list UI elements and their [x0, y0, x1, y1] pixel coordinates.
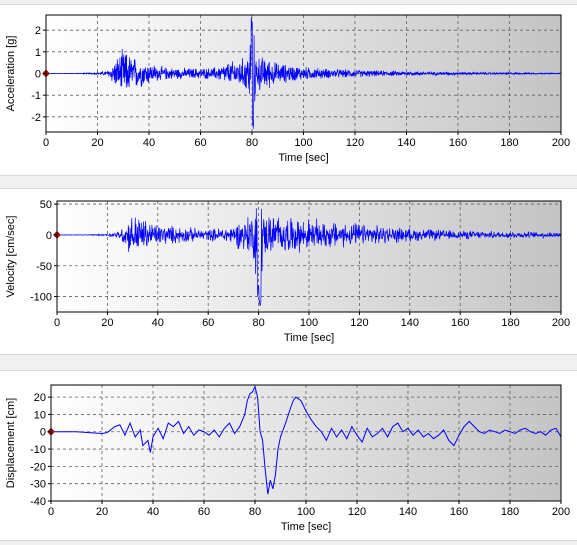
y-tick-label: -100 [30, 292, 52, 304]
displacement-panel: 0 20 40 60 80 100 120 140 160 180 200 -40 -30 -20 -10 0… [0, 370, 577, 541]
x-tick-label: 140 [401, 317, 419, 329]
y-tick-label: 50 [40, 199, 52, 211]
x-tick-label: 40 [143, 137, 155, 149]
velocity-chart[interactable]: 0 20 40 60 80 100 120 140 160 180 200 -100 -50 0 50 Tim… [0, 189, 577, 354]
x-tick-label: 180 [500, 137, 518, 149]
x-tick-label: 80 [252, 317, 264, 329]
x-tick-label: 20 [96, 506, 108, 518]
y-tick-label: -40 [30, 496, 46, 508]
grid [57, 201, 561, 312]
y-axis-label: Displacement [cm] [5, 398, 17, 488]
x-tick-label: 200 [552, 317, 570, 329]
panel-separator [0, 176, 577, 186]
x-tick-label: 200 [552, 506, 570, 518]
y-tick-label: -1 [31, 90, 41, 102]
y-tick-label: -2 [31, 112, 41, 124]
acceleration-series-line [46, 17, 561, 129]
acceleration-panel: 0 20 40 60 80 100 120 140 160 180 200 -2 -1 0 1 2 Time [… [0, 4, 577, 176]
velocity-series-line [57, 208, 561, 307]
y-tick-label: 0 [35, 69, 41, 81]
y-tick-label: -30 [30, 479, 46, 491]
panel-separator [0, 355, 577, 367]
y-tick-label: -20 [30, 461, 46, 473]
x-tick-label: 100 [300, 317, 318, 329]
y-tick-label: -50 [36, 261, 52, 273]
y-axis-label: Acceleration [g] [5, 36, 17, 112]
x-tick-label: 180 [501, 317, 519, 329]
x-tick-label: 100 [297, 506, 315, 518]
x-tick-label: 120 [346, 137, 364, 149]
acceleration-chart[interactable]: 0 20 40 60 80 100 120 140 160 180 200 -2 -1 0 1 2 Time [… [0, 5, 577, 175]
displacement-chart[interactable]: 0 20 40 60 80 100 120 140 160 180 200 -40 -30 -20 -10 0… [0, 371, 577, 540]
x-tick-label: 0 [48, 506, 54, 518]
x-axis-label: Time [sec] [278, 152, 328, 164]
x-tick-label: 20 [91, 137, 103, 149]
grid [51, 385, 561, 501]
x-tick-label: 80 [249, 506, 261, 518]
x-tick-label: 160 [449, 137, 467, 149]
x-tick-label: 40 [152, 317, 164, 329]
x-tick-label: 140 [397, 137, 415, 149]
x-tick-label: 80 [246, 137, 258, 149]
velocity-panel: 0 20 40 60 80 100 120 140 160 180 200 -100 -50 0 50 Tim… [0, 188, 577, 355]
x-tick-label: 20 [101, 317, 113, 329]
x-tick-label: 120 [348, 506, 366, 518]
x-tick-label: 140 [399, 506, 417, 518]
x-tick-label: 160 [450, 506, 468, 518]
x-tick-label: 120 [350, 317, 368, 329]
x-tick-label: 40 [147, 506, 159, 518]
x-tick-label: 180 [501, 506, 519, 518]
y-tick-label: 10 [34, 409, 46, 421]
y-tick-label: 0 [46, 230, 52, 242]
y-tick-label: 2 [35, 25, 41, 37]
x-tick-label: 100 [294, 137, 312, 149]
x-tick-label: 0 [43, 137, 49, 149]
y-tick-label: 1 [35, 47, 41, 59]
y-axis-label: Velocity [cm/sec] [5, 216, 17, 298]
x-axis-label: Time [sec] [281, 521, 331, 533]
y-tick-label: 20 [34, 392, 46, 404]
y-tick-label: -10 [30, 444, 46, 456]
x-axis-label: Time [sec] [284, 332, 334, 344]
x-tick-label: 60 [194, 137, 206, 149]
x-tick-label: 200 [552, 137, 570, 149]
x-tick-label: 0 [54, 317, 60, 329]
displacement-series-line [51, 385, 561, 495]
y-tick-label: 0 [40, 427, 46, 439]
x-tick-label: 60 [198, 506, 210, 518]
x-tick-label: 60 [202, 317, 214, 329]
x-tick-label: 160 [451, 317, 469, 329]
